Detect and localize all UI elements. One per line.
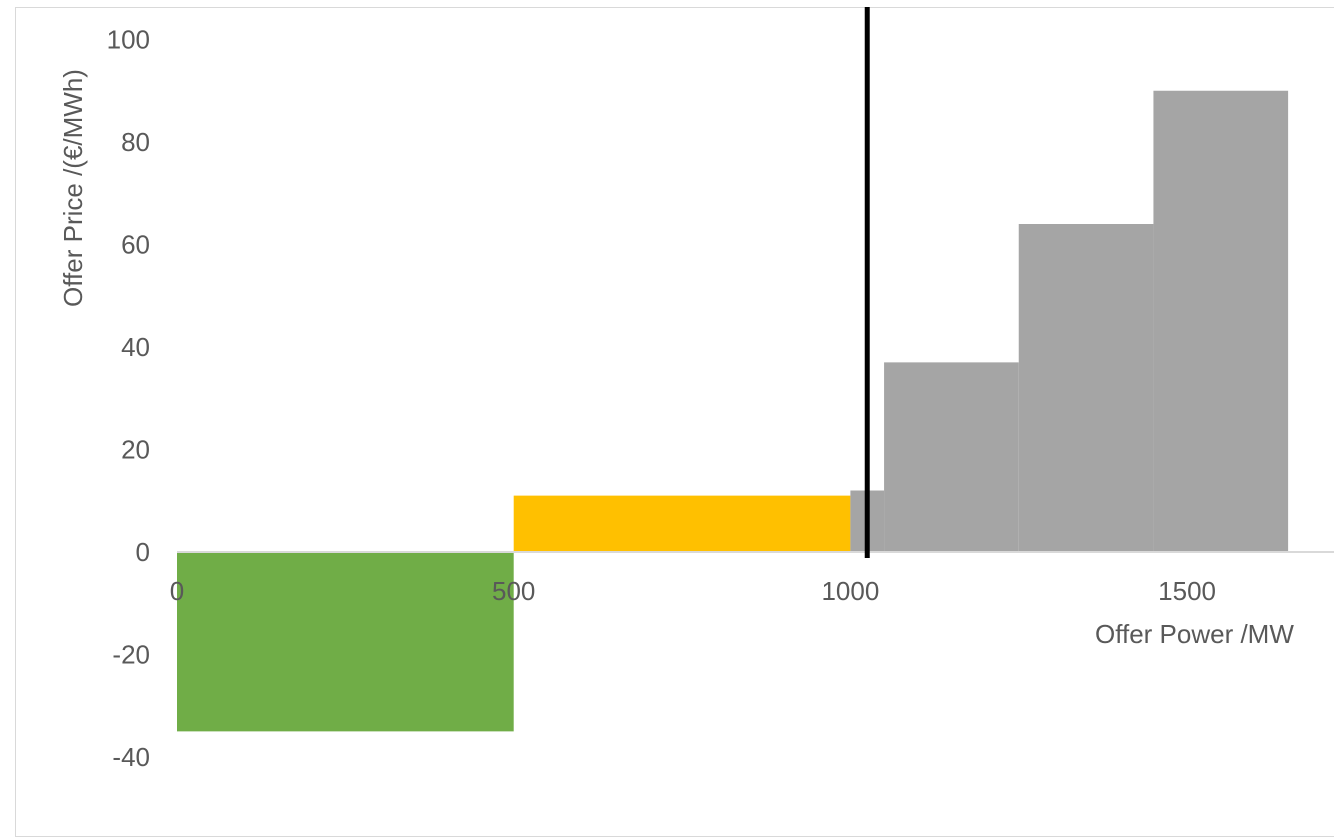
y-axis-title: Offer Price /(€/MWh)	[58, 69, 88, 307]
x-tick-label: 0	[170, 576, 184, 606]
x-axis-title: Offer Power /MW	[1095, 619, 1294, 649]
x-tick-labels: 0 500 1000 1500	[170, 576, 1216, 606]
x-tick-label: 1500	[1158, 576, 1216, 606]
offer-block-6	[1153, 90, 1289, 552]
offer-blocks	[177, 90, 1289, 732]
offer-block-1	[177, 552, 514, 732]
y-tick-label: 60	[121, 230, 150, 260]
y-tick-label: 100	[107, 25, 150, 55]
offer-block-4	[884, 362, 1019, 552]
y-tick-labels: 100 80 60 40 20 0 -20 -40	[107, 25, 150, 773]
x-tick-label: 500	[492, 576, 535, 606]
y-tick-label: 0	[136, 537, 150, 567]
y-tick-label: -40	[112, 742, 150, 772]
x-tick-label: 1000	[821, 576, 879, 606]
y-tick-label: 20	[121, 435, 150, 465]
offer-block-5	[1018, 224, 1154, 552]
offer-block-2	[513, 495, 851, 552]
y-tick-label: 80	[121, 127, 150, 157]
y-tick-label: 40	[121, 332, 150, 362]
y-tick-label: -20	[112, 640, 150, 670]
